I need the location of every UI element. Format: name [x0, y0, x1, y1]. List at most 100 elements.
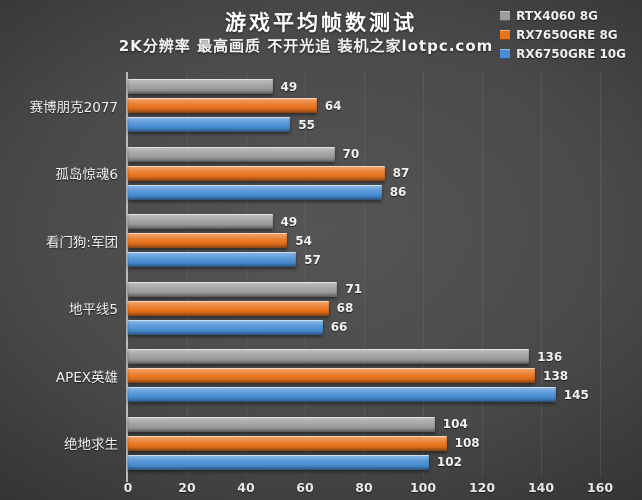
bar — [128, 435, 447, 451]
bar — [128, 319, 323, 335]
bar-row: 54 — [128, 233, 638, 249]
bar-value-label: 86 — [389, 185, 407, 200]
bar-row: 108 — [128, 435, 638, 451]
plot-area: 49 64 55 70 87 86 49 54 57 71 68 66 136 138 145 104 108 1… — [128, 72, 638, 477]
bar — [128, 300, 329, 316]
bar — [128, 117, 291, 133]
bar-value-label: 55 — [298, 117, 315, 132]
chart-title: 游戏平均帧数测试 — [225, 11, 417, 35]
bar — [128, 184, 382, 200]
category-label: 孤岛惊魂6 — [55, 167, 118, 184]
x-tick-label: 120 — [468, 480, 496, 495]
bar-row: 55 — [128, 117, 638, 133]
bar-row: 102 — [128, 454, 638, 470]
bar-value-label: 104 — [442, 417, 468, 432]
bar — [128, 368, 536, 384]
bar — [128, 349, 530, 365]
legend-label: RX6750GRE 10G — [516, 47, 626, 61]
bar-group: 104 108 102 — [128, 416, 638, 470]
y-axis-line — [126, 72, 128, 482]
legend-swatch-icon — [500, 11, 511, 21]
bar-value-label: 49 — [280, 79, 298, 94]
bar-row: 57 — [128, 252, 638, 268]
legend-label: RX7650GRE 8G — [516, 28, 618, 42]
bar — [128, 79, 273, 95]
x-tick-label: 100 — [409, 480, 437, 495]
bar — [128, 146, 335, 162]
x-tick-label: 20 — [178, 480, 196, 495]
gridline — [187, 72, 188, 477]
gridline — [246, 72, 247, 477]
bar — [128, 165, 385, 181]
legend-item: RTX4060 8G — [500, 9, 626, 23]
bar-value-label: 70 — [342, 147, 360, 162]
bar — [128, 454, 429, 470]
bar-row: 49 — [128, 79, 638, 95]
bar — [128, 214, 273, 230]
bar-row: 138 — [128, 368, 638, 384]
gridline — [305, 72, 306, 477]
bar-value-label: 54 — [295, 233, 312, 248]
bar-value-label: 66 — [330, 320, 348, 335]
legend-item: RX6750GRE 10G — [500, 47, 626, 61]
bar-value-label: 136 — [537, 349, 563, 364]
category-label: 看门狗:军团 — [45, 234, 118, 251]
bar — [128, 252, 297, 268]
bar-groups: 49 64 55 70 87 86 49 54 57 71 68 66 136 138 145 104 108 1… — [128, 72, 638, 477]
x-tick-label: 160 — [586, 480, 614, 495]
bar-row: 86 — [128, 184, 638, 200]
category-label: APEX英雄 — [55, 369, 118, 386]
gridline — [541, 72, 542, 477]
gridline — [423, 72, 424, 477]
bar-group: 49 54 57 — [128, 214, 638, 268]
bar-row: 70 — [128, 146, 638, 162]
legend-item: RX7650GRE 8G — [500, 28, 626, 42]
bar-value-label: 102 — [436, 455, 462, 470]
bar-value-label: 71 — [345, 282, 363, 297]
bar-value-label: 145 — [563, 387, 589, 402]
gridline — [600, 72, 601, 477]
bar — [128, 233, 288, 249]
bar-value-label: 57 — [304, 252, 321, 267]
category-label: 赛博朋克2077 — [29, 99, 118, 116]
bar-value-label: 138 — [543, 368, 569, 383]
bar-group: 70 87 86 — [128, 146, 638, 200]
chart-subtitle: 2K分辨率 最高画质 不开光追 装机之家lotpc.com — [118, 37, 494, 55]
category-label: 地平线5 — [68, 302, 118, 319]
x-tick-label: 80 — [355, 480, 373, 495]
bar-group: 71 68 66 — [128, 281, 638, 335]
bar-value-label: 68 — [336, 301, 354, 316]
bar-group: 49 64 55 — [128, 79, 638, 133]
x-tick-label: 40 — [237, 480, 255, 495]
gridline — [482, 72, 483, 477]
bar — [128, 416, 435, 432]
bar — [128, 281, 338, 297]
gridline — [364, 72, 365, 477]
bar-row: 49 — [128, 214, 638, 230]
bar — [128, 387, 556, 403]
bar-row: 71 — [128, 281, 638, 297]
category-label: 绝地求生 — [64, 437, 118, 454]
legend-swatch-icon — [500, 49, 511, 59]
bar-row: 64 — [128, 98, 638, 114]
x-tick-label: 0 — [123, 480, 133, 495]
legend-label: RTX4060 8G — [516, 9, 599, 23]
legend: RTX4060 8G RX7650GRE 8G RX6750GRE 10G — [500, 9, 626, 61]
bar-row: 136 — [128, 349, 638, 365]
bar-value-label: 108 — [454, 436, 480, 451]
x-tick-label: 60 — [296, 480, 314, 495]
bar-value-label: 87 — [392, 166, 410, 181]
bar-row: 87 — [128, 165, 638, 181]
bar-value-label: 64 — [324, 98, 342, 113]
bar-value-label: 49 — [280, 214, 298, 229]
bar — [128, 98, 317, 114]
bar-row: 66 — [128, 319, 638, 335]
bar-row: 104 — [128, 416, 638, 432]
bar-row: 145 — [128, 387, 638, 403]
x-tick-label: 140 — [527, 480, 555, 495]
bar-row: 68 — [128, 300, 638, 316]
bar-group: 136 138 145 — [128, 349, 638, 403]
category-labels: 赛博朋克2077 孤岛惊魂6 看门狗:军团地平线5 APEX英雄绝地求生 — [0, 72, 118, 477]
x-axis: 0 20 40 60 80 100 120 140 160 — [124, 480, 638, 498]
